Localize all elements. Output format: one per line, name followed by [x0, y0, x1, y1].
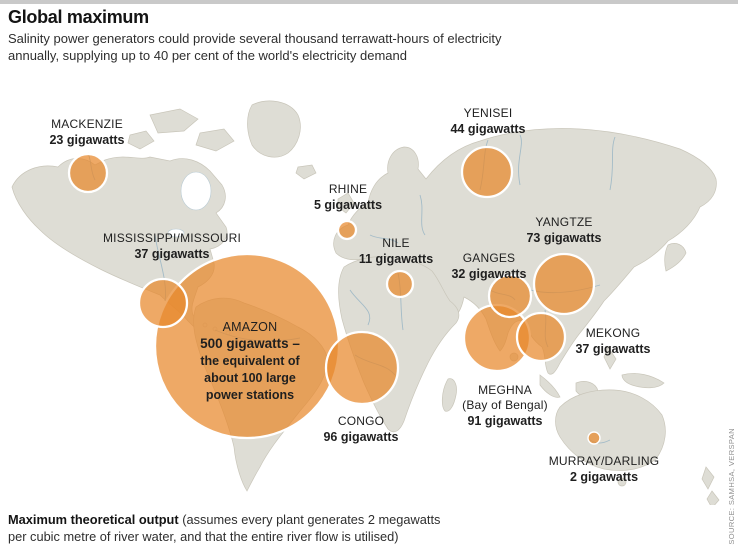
oceania-islands: [617, 466, 720, 505]
bubble-rhine: [336, 219, 358, 241]
top-divider-bar: [0, 0, 738, 4]
continents: [11, 100, 720, 505]
source-credit: SOURCE: SAMHSA, VERSPAN: [727, 428, 736, 545]
world-map: MACKENZIE 23 gigawatts MISSISSIPPI/MISSO…: [0, 95, 738, 505]
bubble-ganges: [487, 273, 533, 319]
subtitle: Salinity power generators could provide …: [8, 31, 502, 63]
island-madagascar: [441, 378, 457, 412]
bubble-congo: [324, 330, 400, 406]
bubble-mekong: [515, 311, 567, 363]
bubble-amazon: [153, 252, 341, 440]
bubble-nile: [385, 269, 415, 299]
bubble-mississippi: [137, 277, 189, 329]
footnote-lead: Maximum theoretical output: [8, 512, 179, 527]
world-map-svg: [11, 100, 720, 505]
arctic-islands: [127, 108, 317, 180]
bubble-yangtze: [532, 252, 596, 316]
island-uk: [337, 192, 355, 214]
bubble-murray: [587, 431, 601, 445]
footnote-rest-line2: per cubic metre of river water, and that…: [8, 529, 399, 544]
continent-australia: [555, 389, 666, 471]
continent-greenland: [247, 100, 301, 158]
footnote-rest-line1: (assumes every plant generates 2 megawat…: [178, 512, 441, 527]
footnote: Maximum theoretical output (assumes ever…: [8, 511, 488, 545]
bubble-mackenzie: [67, 152, 109, 194]
lakes: [167, 171, 212, 238]
bubbles: [67, 145, 601, 445]
page-title: Global maximum: [8, 7, 149, 27]
bubble-yenisei: [460, 145, 514, 199]
